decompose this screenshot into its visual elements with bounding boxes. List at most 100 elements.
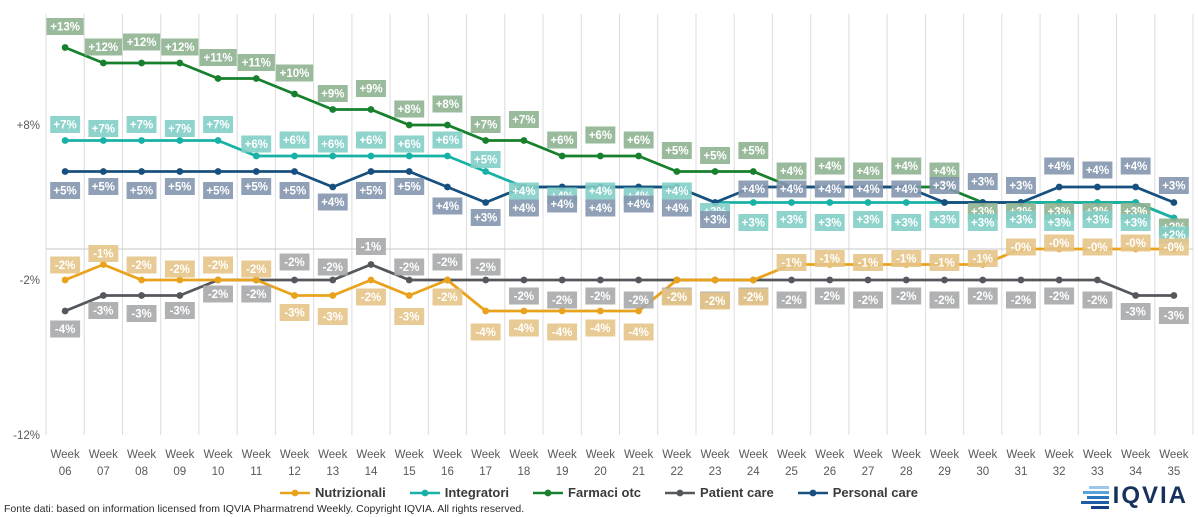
data-label: +7% (206, 120, 229, 132)
data-point (405, 292, 413, 299)
x-tick-label: 33 (1091, 466, 1104, 478)
data-point (291, 168, 298, 175)
data-label: +4% (1124, 161, 1147, 173)
x-tick-label: 25 (785, 466, 798, 478)
data-label: +6% (321, 139, 344, 151)
data-label-box (967, 173, 998, 190)
data-point (291, 152, 298, 160)
data-label: -1% (361, 242, 381, 254)
data-label-box (509, 287, 539, 305)
chart-legend: Nutrizionali Integratori Farmaci otc Patien… (279, 485, 919, 500)
data-label: +5% (474, 155, 497, 167)
data-label-box (700, 147, 730, 164)
data-label: +4% (780, 166, 803, 178)
data-point (1017, 276, 1025, 284)
data-label-box (126, 116, 157, 133)
data-label: +7% (168, 124, 191, 136)
legend-label: Personal care (832, 485, 919, 500)
data-label-box (853, 180, 883, 198)
data-label: +5% (168, 182, 191, 194)
data-point (482, 307, 490, 315)
data-label-box (967, 287, 998, 305)
data-point (596, 307, 604, 315)
data-point (1055, 183, 1063, 191)
data-label: -1% (934, 258, 954, 270)
data-label: -1% (781, 258, 801, 270)
data-label: +4% (550, 199, 573, 211)
data-label-box (317, 135, 348, 153)
data-label: +6% (398, 139, 421, 151)
x-tick-label: Week (892, 449, 921, 461)
legend-item-patient-care: Patient care (665, 485, 774, 500)
data-point (405, 152, 413, 160)
x-tick-label: 29 (938, 466, 951, 478)
data-point (405, 168, 413, 175)
legend-marker-icon (797, 489, 828, 496)
data-label: -2% (972, 291, 992, 303)
x-tick-label: 26 (823, 466, 836, 478)
data-point (482, 199, 490, 206)
x-tick-label: 32 (1053, 466, 1066, 478)
y-tick-label: +8% (17, 120, 40, 132)
data-label-box (814, 180, 845, 198)
data-label: +5% (53, 186, 76, 198)
data-label-box (585, 287, 616, 305)
data-label-box (164, 260, 195, 278)
data-label-box (1044, 157, 1075, 175)
x-tick-label: 15 (403, 466, 416, 478)
x-tick-label: 12 (288, 466, 301, 478)
data-point (99, 261, 107, 268)
data-label-box (1006, 211, 1036, 228)
data-label: +4% (1086, 165, 1109, 177)
data-label: +7% (92, 124, 115, 136)
data-label: -2% (514, 291, 534, 303)
data-label: -1% (972, 254, 992, 266)
data-label: +5% (665, 146, 688, 158)
data-label: -2% (1087, 295, 1107, 307)
data-label: -2% (858, 295, 878, 307)
data-label: +3% (1009, 215, 1032, 227)
x-tick-label: 11 (250, 466, 262, 478)
data-label: -3% (323, 312, 343, 324)
data-label-box (814, 214, 845, 231)
data-label: +7% (130, 120, 153, 132)
x-tick-label: Week (1006, 449, 1035, 461)
data-label-box (776, 211, 807, 228)
data-label: +5% (130, 186, 153, 198)
data-label: +4% (321, 197, 344, 209)
x-tick-label: Week (777, 449, 806, 461)
data-point (482, 168, 490, 175)
data-point (214, 276, 222, 284)
data-label: -0% (1049, 238, 1069, 250)
data-point (176, 168, 184, 175)
data-label: +7% (474, 120, 497, 132)
data-label-box (279, 182, 310, 199)
data-label: -2% (743, 292, 763, 304)
data-label-box (1082, 238, 1113, 256)
data-label-box (432, 131, 463, 149)
data-point (367, 276, 375, 284)
data-label: -2% (284, 257, 304, 269)
data-point (329, 292, 337, 299)
data-point (252, 276, 260, 284)
data-label: -2% (131, 260, 151, 272)
data-label: -3% (284, 308, 304, 320)
data-point (176, 292, 184, 299)
data-label-box (203, 285, 233, 303)
data-label-box (623, 195, 654, 213)
x-tick-label: Week (127, 449, 156, 461)
data-label-box (929, 291, 960, 309)
data-label-box (317, 308, 348, 325)
data-label: +4% (589, 203, 612, 215)
data-point (444, 276, 451, 284)
x-tick-label: Week (51, 449, 80, 461)
data-point (902, 199, 910, 206)
data-label-box (1120, 214, 1151, 231)
data-point (1055, 276, 1063, 284)
x-tick-label: 10 (212, 466, 225, 478)
data-label: +8% (436, 99, 459, 111)
data-label-box (203, 116, 233, 133)
data-label: +12% (127, 37, 157, 49)
data-label-box (929, 254, 960, 271)
data-point (61, 137, 69, 144)
